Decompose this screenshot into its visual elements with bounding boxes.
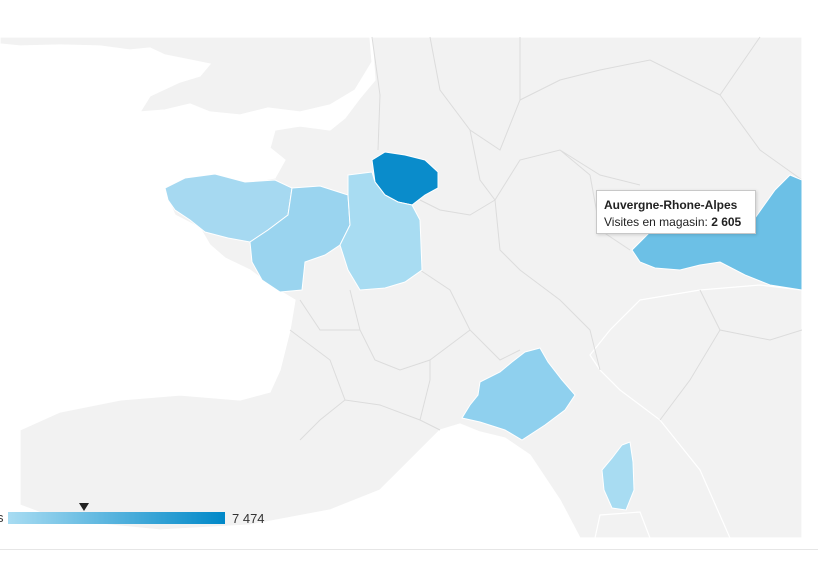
legend-max-label: 7 474 [232, 511, 265, 526]
tooltip-value: 2 605 [711, 215, 742, 229]
bottom-divider [0, 549, 818, 550]
color-legend: s 7 474 [0, 503, 300, 535]
legend-value-marker [78, 503, 89, 511]
tooltip-title: Auvergne-Rhone-Alpes [604, 198, 738, 212]
france-region-map[interactable] [0, 35, 802, 538]
land-uk [0, 36, 373, 116]
legend-min-label: s [0, 510, 4, 525]
region-provence-alpes-cote-dazur[interactable] [461, 347, 576, 441]
legend-gradient-bar [8, 512, 225, 524]
borders-internal [289, 36, 802, 441]
map-container[interactable] [0, 35, 802, 538]
region-tooltip: Auvergne-Rhone-Alpes Visites en magasin:… [596, 190, 756, 234]
region-corse[interactable] [601, 441, 635, 511]
region-centre-val-de-loire[interactable] [339, 171, 423, 291]
land-continent [19, 36, 802, 538]
tooltip-label: Visites en magasin: [604, 215, 708, 229]
land-italy [589, 284, 802, 538]
tooltip-metric-line: Visites en magasin: 2 605 [604, 215, 741, 229]
land-sardinia [594, 511, 651, 538]
